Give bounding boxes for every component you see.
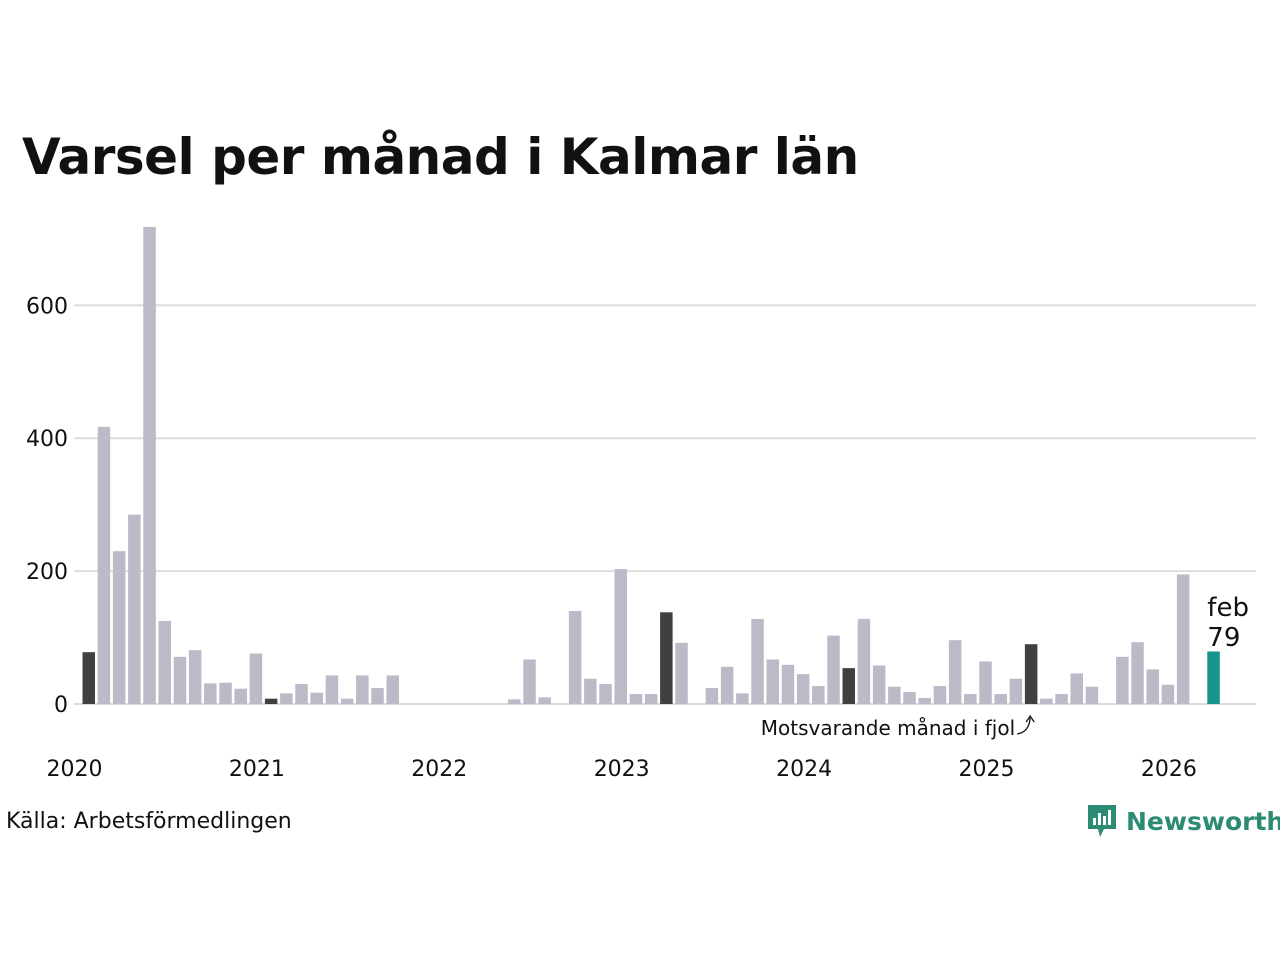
bar-2020-09 bbox=[204, 683, 217, 704]
bar-2021-03 bbox=[295, 684, 308, 704]
bar-2020-12 bbox=[249, 653, 263, 704]
bar-2022-11 bbox=[599, 684, 612, 704]
bar-2020-04 bbox=[128, 514, 141, 704]
callout-month: feb bbox=[1207, 593, 1249, 623]
bar-2024-04 bbox=[857, 618, 871, 704]
newsworthy-logo-icon bbox=[1088, 805, 1116, 837]
chart-title: Varsel per månad i Kalmar län bbox=[22, 128, 859, 186]
bar-2023-12 bbox=[796, 674, 810, 704]
bar-2026-01 bbox=[1176, 574, 1190, 704]
bar-2023-07 bbox=[720, 666, 734, 704]
bar-2023-01 bbox=[629, 694, 643, 704]
bar-2021-07 bbox=[356, 675, 369, 704]
bar-2021-08 bbox=[371, 688, 384, 704]
bar-2023-06 bbox=[705, 688, 719, 704]
x-tick-label: 2025 bbox=[959, 757, 1015, 782]
callout-value: 79 bbox=[1207, 623, 1240, 653]
source-note: Källa: Arbetsförmedlingen bbox=[6, 809, 292, 834]
bar-2023-04 bbox=[675, 642, 688, 704]
x-tick-label: 2026 bbox=[1141, 757, 1197, 782]
y-tick-label: 200 bbox=[26, 560, 68, 585]
bar-2022-07 bbox=[538, 697, 551, 704]
previous-year-arrowhead bbox=[1025, 714, 1035, 723]
y-axis-ticks: 0 200 400 600 bbox=[26, 294, 68, 718]
x-axis-ticks: 2020 2021 2022 2023 2024 2025 2026 bbox=[47, 757, 1197, 782]
y-tick-label: 0 bbox=[54, 693, 68, 718]
bar-2020-07 bbox=[173, 656, 187, 704]
bar-2023-09 bbox=[751, 618, 764, 704]
bar-2024-11 bbox=[964, 694, 977, 704]
bar-2024-08 bbox=[918, 698, 931, 704]
bar-2024-02 bbox=[827, 635, 840, 704]
bar-2025-12 bbox=[1161, 684, 1175, 704]
bar-2025-02 bbox=[1009, 678, 1023, 704]
bar-2022-09 bbox=[568, 610, 582, 704]
bar-2025-09 bbox=[1116, 656, 1129, 704]
bar-2023-02 bbox=[644, 694, 658, 704]
bar-2022-12 bbox=[614, 569, 627, 704]
previous-year-label: Motsvarande månad i fjol bbox=[761, 716, 1015, 740]
bar-2024-06 bbox=[888, 686, 901, 704]
bar-2021-06 bbox=[340, 698, 354, 704]
x-tick-label: 2022 bbox=[411, 757, 467, 782]
x-tick-label: 2023 bbox=[594, 757, 650, 782]
bar-2024-01 bbox=[812, 686, 825, 704]
bar-2020-06 bbox=[158, 620, 171, 704]
x-tick-label: 2020 bbox=[47, 757, 103, 782]
bar-2022-06 bbox=[523, 659, 536, 704]
bar-undefined bbox=[1207, 651, 1220, 704]
bar-2024-05 bbox=[872, 665, 886, 704]
x-tick-label: 2021 bbox=[229, 757, 285, 782]
bar-2025-07 bbox=[1085, 686, 1099, 704]
bar-2025-05 bbox=[1055, 694, 1068, 704]
bar-2020-01 bbox=[82, 652, 95, 704]
bar-2020-05 bbox=[143, 226, 156, 704]
bar-2022-05 bbox=[508, 699, 521, 704]
bar-2023-08 bbox=[736, 693, 749, 704]
bar-2024-10 bbox=[948, 640, 962, 704]
bar-2023-11 bbox=[781, 664, 795, 704]
bar-2023-10 bbox=[766, 659, 779, 704]
bar-2020-10 bbox=[219, 682, 232, 704]
bar-2024-03 bbox=[842, 668, 855, 704]
bar-2020-08 bbox=[188, 650, 202, 704]
bar-2023-03 bbox=[660, 612, 673, 704]
bar-2025-11 bbox=[1146, 669, 1159, 704]
bar-2025-06 bbox=[1070, 673, 1083, 704]
bar-2021-02 bbox=[280, 693, 293, 704]
bar-2021-05 bbox=[325, 675, 339, 704]
bar-2021-01 bbox=[264, 698, 278, 704]
y-tick-label: 400 bbox=[26, 427, 68, 452]
brand-name: Newsworthy bbox=[1126, 806, 1280, 836]
bar-2025-01 bbox=[994, 694, 1007, 704]
bar-2021-09 bbox=[386, 675, 399, 704]
bar-2024-07 bbox=[903, 692, 916, 704]
previous-year-arrow bbox=[1017, 717, 1031, 735]
bar-2025-04 bbox=[1040, 698, 1053, 704]
bar-2021-04 bbox=[310, 692, 323, 704]
bar-2020-03 bbox=[112, 551, 126, 704]
x-tick-label: 2024 bbox=[776, 757, 832, 782]
bar-2024-12 bbox=[979, 661, 992, 704]
y-tick-label: 600 bbox=[26, 294, 68, 319]
bar-2020-11 bbox=[234, 688, 247, 704]
bar-2022-10 bbox=[584, 678, 597, 704]
bar-2025-03 bbox=[1024, 644, 1038, 704]
bar-2024-09 bbox=[933, 686, 947, 704]
bars bbox=[82, 226, 1220, 704]
bar-2025-10 bbox=[1131, 642, 1144, 704]
brand-logo: Newsworthy bbox=[1086, 803, 1280, 839]
bar-2020-02 bbox=[97, 426, 111, 704]
